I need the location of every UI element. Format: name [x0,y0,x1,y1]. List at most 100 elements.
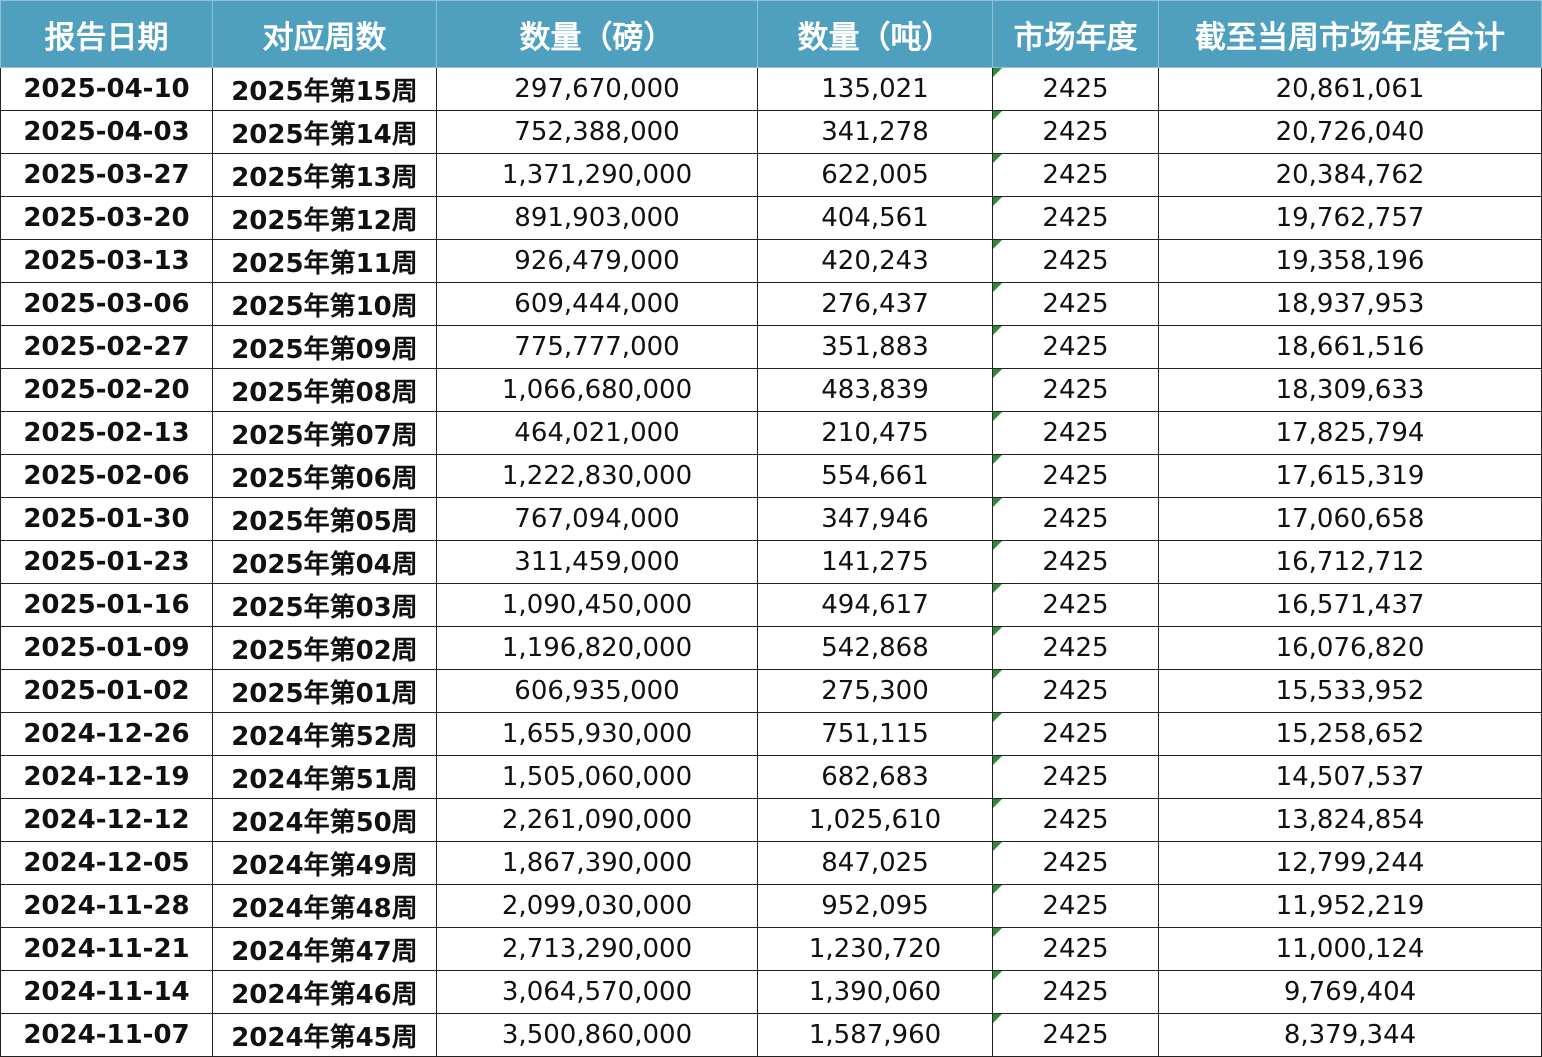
report-date-cell[interactable]: 2024-12-05 [0,841,213,885]
quantity-lbs-cell[interactable]: 926,479,000 [436,239,758,283]
cumulative-total-cell[interactable]: 9,769,404 [1158,970,1542,1014]
quantity-tons-cell[interactable]: 341,278 [757,110,993,154]
report-date-cell[interactable]: 2025-04-03 [0,110,213,154]
quantity-tons-cell[interactable]: 494,617 [757,583,993,627]
quantity-lbs-cell[interactable]: 1,867,390,000 [436,841,758,885]
quantity-tons-cell[interactable]: 1,587,960 [757,1013,993,1057]
column-header-market-year[interactable]: 市场年度 [992,0,1159,68]
market-year-cell[interactable]: 2425 [992,927,1159,971]
report-date-cell[interactable]: 2025-03-27 [0,153,213,197]
quantity-lbs-cell[interactable]: 1,222,830,000 [436,454,758,498]
market-year-cell[interactable]: 2425 [992,67,1159,111]
quantity-tons-cell[interactable]: 622,005 [757,153,993,197]
report-date-cell[interactable]: 2024-12-19 [0,755,213,799]
quantity-tons-cell[interactable]: 347,946 [757,497,993,541]
week-cell[interactable]: 2024年第49周 [212,841,437,885]
quantity-tons-cell[interactable]: 210,475 [757,411,993,455]
cumulative-total-cell[interactable]: 17,060,658 [1158,497,1542,541]
market-year-cell[interactable]: 2425 [992,368,1159,412]
report-date-cell[interactable]: 2025-02-13 [0,411,213,455]
quantity-lbs-cell[interactable]: 767,094,000 [436,497,758,541]
cumulative-total-cell[interactable]: 16,571,437 [1158,583,1542,627]
week-cell[interactable]: 2025年第10周 [212,282,437,326]
week-cell[interactable]: 2025年第05周 [212,497,437,541]
quantity-lbs-cell[interactable]: 752,388,000 [436,110,758,154]
cumulative-total-cell[interactable]: 20,861,061 [1158,67,1542,111]
quantity-tons-cell[interactable]: 751,115 [757,712,993,756]
market-year-cell[interactable]: 2425 [992,411,1159,455]
quantity-tons-cell[interactable]: 847,025 [757,841,993,885]
cumulative-total-cell[interactable]: 19,358,196 [1158,239,1542,283]
report-date-cell[interactable]: 2025-01-02 [0,669,213,713]
report-date-cell[interactable]: 2025-02-20 [0,368,213,412]
report-date-cell[interactable]: 2025-03-06 [0,282,213,326]
quantity-tons-cell[interactable]: 275,300 [757,669,993,713]
column-header-week[interactable]: 对应周数 [212,0,437,68]
market-year-cell[interactable]: 2425 [992,798,1159,842]
column-header-cumulative-total[interactable]: 截至当周市场年度合计 [1158,0,1542,68]
report-date-cell[interactable]: 2024-11-07 [0,1013,213,1057]
quantity-tons-cell[interactable]: 351,883 [757,325,993,369]
market-year-cell[interactable]: 2425 [992,325,1159,369]
week-cell[interactable]: 2024年第45周 [212,1013,437,1057]
report-date-cell[interactable]: 2024-12-26 [0,712,213,756]
report-date-cell[interactable]: 2025-04-10 [0,67,213,111]
quantity-tons-cell[interactable]: 952,095 [757,884,993,928]
cumulative-total-cell[interactable]: 16,712,712 [1158,540,1542,584]
market-year-cell[interactable]: 2425 [992,497,1159,541]
week-cell[interactable]: 2025年第07周 [212,411,437,455]
cumulative-total-cell[interactable]: 8,379,344 [1158,1013,1542,1057]
cumulative-total-cell[interactable]: 15,533,952 [1158,669,1542,713]
week-cell[interactable]: 2025年第12周 [212,196,437,240]
quantity-lbs-cell[interactable]: 775,777,000 [436,325,758,369]
market-year-cell[interactable]: 2425 [992,755,1159,799]
market-year-cell[interactable]: 2425 [992,970,1159,1014]
cumulative-total-cell[interactable]: 20,726,040 [1158,110,1542,154]
week-cell[interactable]: 2025年第11周 [212,239,437,283]
report-date-cell[interactable]: 2025-01-23 [0,540,213,584]
cumulative-total-cell[interactable]: 11,000,124 [1158,927,1542,971]
week-cell[interactable]: 2025年第15周 [212,67,437,111]
week-cell[interactable]: 2025年第13周 [212,153,437,197]
quantity-lbs-cell[interactable]: 2,261,090,000 [436,798,758,842]
report-date-cell[interactable]: 2024-11-28 [0,884,213,928]
quantity-tons-cell[interactable]: 483,839 [757,368,993,412]
cumulative-total-cell[interactable]: 15,258,652 [1158,712,1542,756]
quantity-tons-cell[interactable]: 420,243 [757,239,993,283]
quantity-lbs-cell[interactable]: 609,444,000 [436,282,758,326]
market-year-cell[interactable]: 2425 [992,884,1159,928]
quantity-tons-cell[interactable]: 141,275 [757,540,993,584]
quantity-lbs-cell[interactable]: 2,099,030,000 [436,884,758,928]
quantity-lbs-cell[interactable]: 891,903,000 [436,196,758,240]
report-date-cell[interactable]: 2025-03-13 [0,239,213,283]
week-cell[interactable]: 2024年第51周 [212,755,437,799]
market-year-cell[interactable]: 2425 [992,626,1159,670]
week-cell[interactable]: 2025年第14周 [212,110,437,154]
week-cell[interactable]: 2025年第01周 [212,669,437,713]
cumulative-total-cell[interactable]: 16,076,820 [1158,626,1542,670]
week-cell[interactable]: 2024年第47周 [212,927,437,971]
week-cell[interactable]: 2025年第08周 [212,368,437,412]
week-cell[interactable]: 2024年第50周 [212,798,437,842]
quantity-tons-cell[interactable]: 404,561 [757,196,993,240]
report-date-cell[interactable]: 2024-11-21 [0,927,213,971]
quantity-lbs-cell[interactable]: 3,500,860,000 [436,1013,758,1057]
market-year-cell[interactable]: 2425 [992,110,1159,154]
quantity-lbs-cell[interactable]: 1,371,290,000 [436,153,758,197]
cumulative-total-cell[interactable]: 13,824,854 [1158,798,1542,842]
quantity-lbs-cell[interactable]: 1,066,680,000 [436,368,758,412]
market-year-cell[interactable]: 2425 [992,282,1159,326]
column-header-quantity-lbs[interactable]: 数量（磅） [436,0,758,68]
market-year-cell[interactable]: 2425 [992,153,1159,197]
week-cell[interactable]: 2025年第02周 [212,626,437,670]
market-year-cell[interactable]: 2425 [992,196,1159,240]
week-cell[interactable]: 2025年第04周 [212,540,437,584]
quantity-lbs-cell[interactable]: 606,935,000 [436,669,758,713]
week-cell[interactable]: 2024年第52周 [212,712,437,756]
market-year-cell[interactable]: 2425 [992,712,1159,756]
report-date-cell[interactable]: 2025-01-16 [0,583,213,627]
cumulative-total-cell[interactable]: 19,762,757 [1158,196,1542,240]
cumulative-total-cell[interactable]: 17,825,794 [1158,411,1542,455]
column-header-quantity-tons[interactable]: 数量（吨） [757,0,993,68]
week-cell[interactable]: 2025年第06周 [212,454,437,498]
